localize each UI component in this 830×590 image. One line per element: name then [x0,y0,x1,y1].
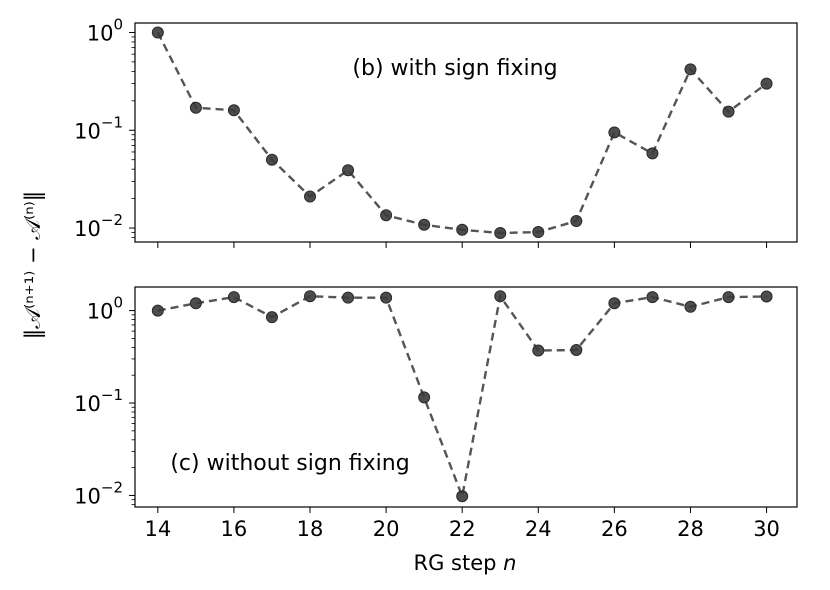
y-tick-label: 10−1 [74,113,123,143]
data-point [494,226,507,239]
panel-annotation: (b) with sign fixing [352,56,557,81]
x-tick-label: 30 [753,517,780,541]
data-point [304,190,317,203]
y-tick-label: 10−2 [74,478,123,508]
data-point [684,63,697,76]
series-line [157,293,767,501]
data-point [722,291,735,304]
data-point [342,291,355,304]
data-point [265,311,278,324]
data-point [151,304,164,317]
y-tick-label: 100 [87,294,123,324]
data-point [456,490,469,503]
data-point [380,291,393,304]
data-point [456,223,469,236]
x-axis-label: RG step n [414,551,517,575]
data-point [532,344,545,357]
data-point [722,105,735,118]
data-point [265,153,278,166]
data-point [151,26,164,39]
data-point [646,291,659,304]
x-tick-label: 28 [677,517,704,541]
panel-bottom: 100 10−1 10−2 14 16 18 20 22 24 26 28 30 (c) without… [74,286,798,541]
x-tick-label: 22 [449,517,476,541]
data-point [494,290,507,303]
data-point [570,215,583,228]
data-point [227,104,240,117]
x-tick-label: 14 [144,517,171,541]
data-point [189,297,202,310]
data-point [760,77,773,90]
plot-frame [134,286,798,508]
x-tick-label: 16 [221,517,248,541]
data-point [646,147,659,160]
data-point [608,297,621,310]
y-tick-label: 100 [87,15,123,45]
data-point [570,343,583,356]
data-point [684,300,697,313]
data-point [608,126,621,139]
y-axis-label: ‖𝒜⁽ⁿ⁺¹⁾ − 𝒜⁽ⁿ⁾‖ [21,191,46,340]
x-tick-label: 26 [601,517,628,541]
x-tick-label: 18 [297,517,324,541]
plot-frame [134,22,798,243]
panel-annotation: (c) without sign fixing [170,451,409,476]
data-point [380,209,393,222]
y-tick-label: 10−1 [74,386,123,416]
data-point [760,290,773,303]
data-point [418,218,431,231]
data-point [342,164,355,177]
data-point [418,391,431,404]
panel-top: 100 10−1 10−2 (b) with sign fixing [74,15,798,248]
x-tick-label: 20 [373,517,400,541]
x-tick-label: 24 [525,517,552,541]
data-point [189,101,202,114]
data-point [227,291,240,304]
y-tick-label: 10−2 [74,211,123,241]
data-point [304,290,317,303]
data-point [532,226,545,239]
